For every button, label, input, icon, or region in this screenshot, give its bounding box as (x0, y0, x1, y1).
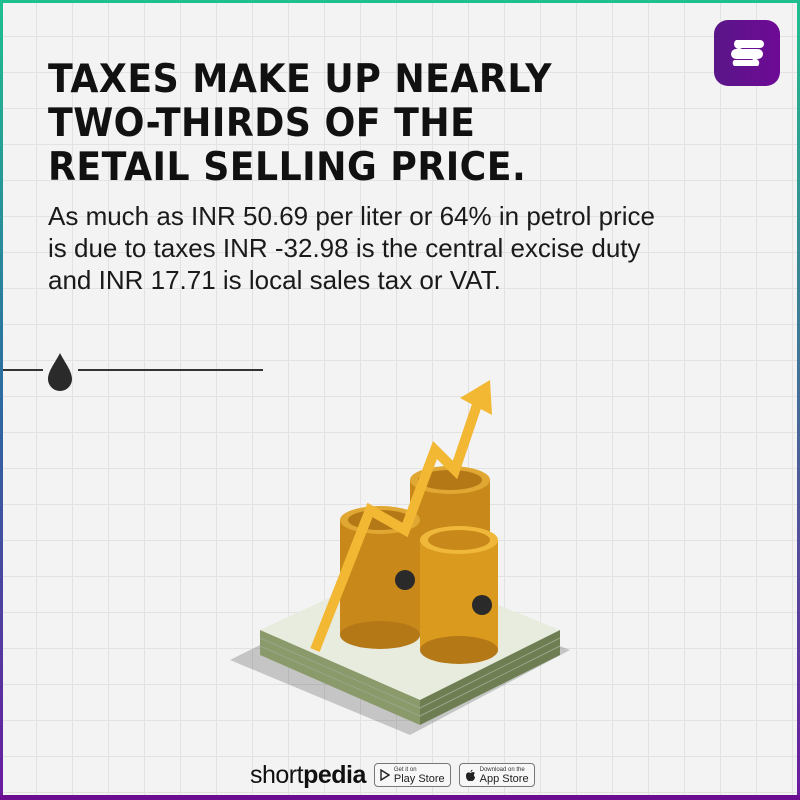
body-text: As much as INR 50.69 per liter or 64% in… (48, 201, 655, 295)
apple-icon (465, 769, 475, 781)
frame-bottom (0, 795, 800, 800)
footer: shortpedia Get it on Play Store Download … (250, 761, 535, 790)
arrow-head (460, 380, 492, 415)
frame-top (0, 0, 800, 3)
frame-right (797, 0, 800, 800)
rising-arrow (310, 388, 487, 652)
divider-line (3, 369, 43, 371)
headline-line: TWO-THIRDS OF THE (48, 101, 476, 146)
play-store-icon (380, 769, 390, 781)
brand-light: short (250, 760, 304, 789)
play-main: Play Store (393, 773, 445, 785)
divider-line (78, 369, 263, 371)
app-small: Download on the (479, 767, 525, 773)
oil-barrel (420, 526, 498, 664)
play-small: Get it on (393, 767, 417, 773)
brand-wordmark[interactable]: shortpedia (250, 761, 366, 790)
brand-bold: pedia (303, 760, 366, 789)
oil-drop-icon (48, 353, 72, 391)
app-main: App Store (479, 773, 529, 785)
shortpedia-logo-icon[interactable] (714, 20, 780, 86)
headline-line: RETAIL SELLING PRICE. (48, 145, 527, 190)
headline-line: TAXES MAKE UP NEARLY (48, 57, 552, 102)
headline: TAXES MAKE UP NEARLY TWO-THIRDS OF THE R… (48, 58, 552, 190)
frame-left (0, 0, 3, 800)
app-store-badge[interactable]: Download on the App Store (458, 763, 535, 787)
play-store-badge[interactable]: Get it on Play Store (373, 763, 451, 787)
oil-barrels-money-illustration (230, 380, 570, 735)
